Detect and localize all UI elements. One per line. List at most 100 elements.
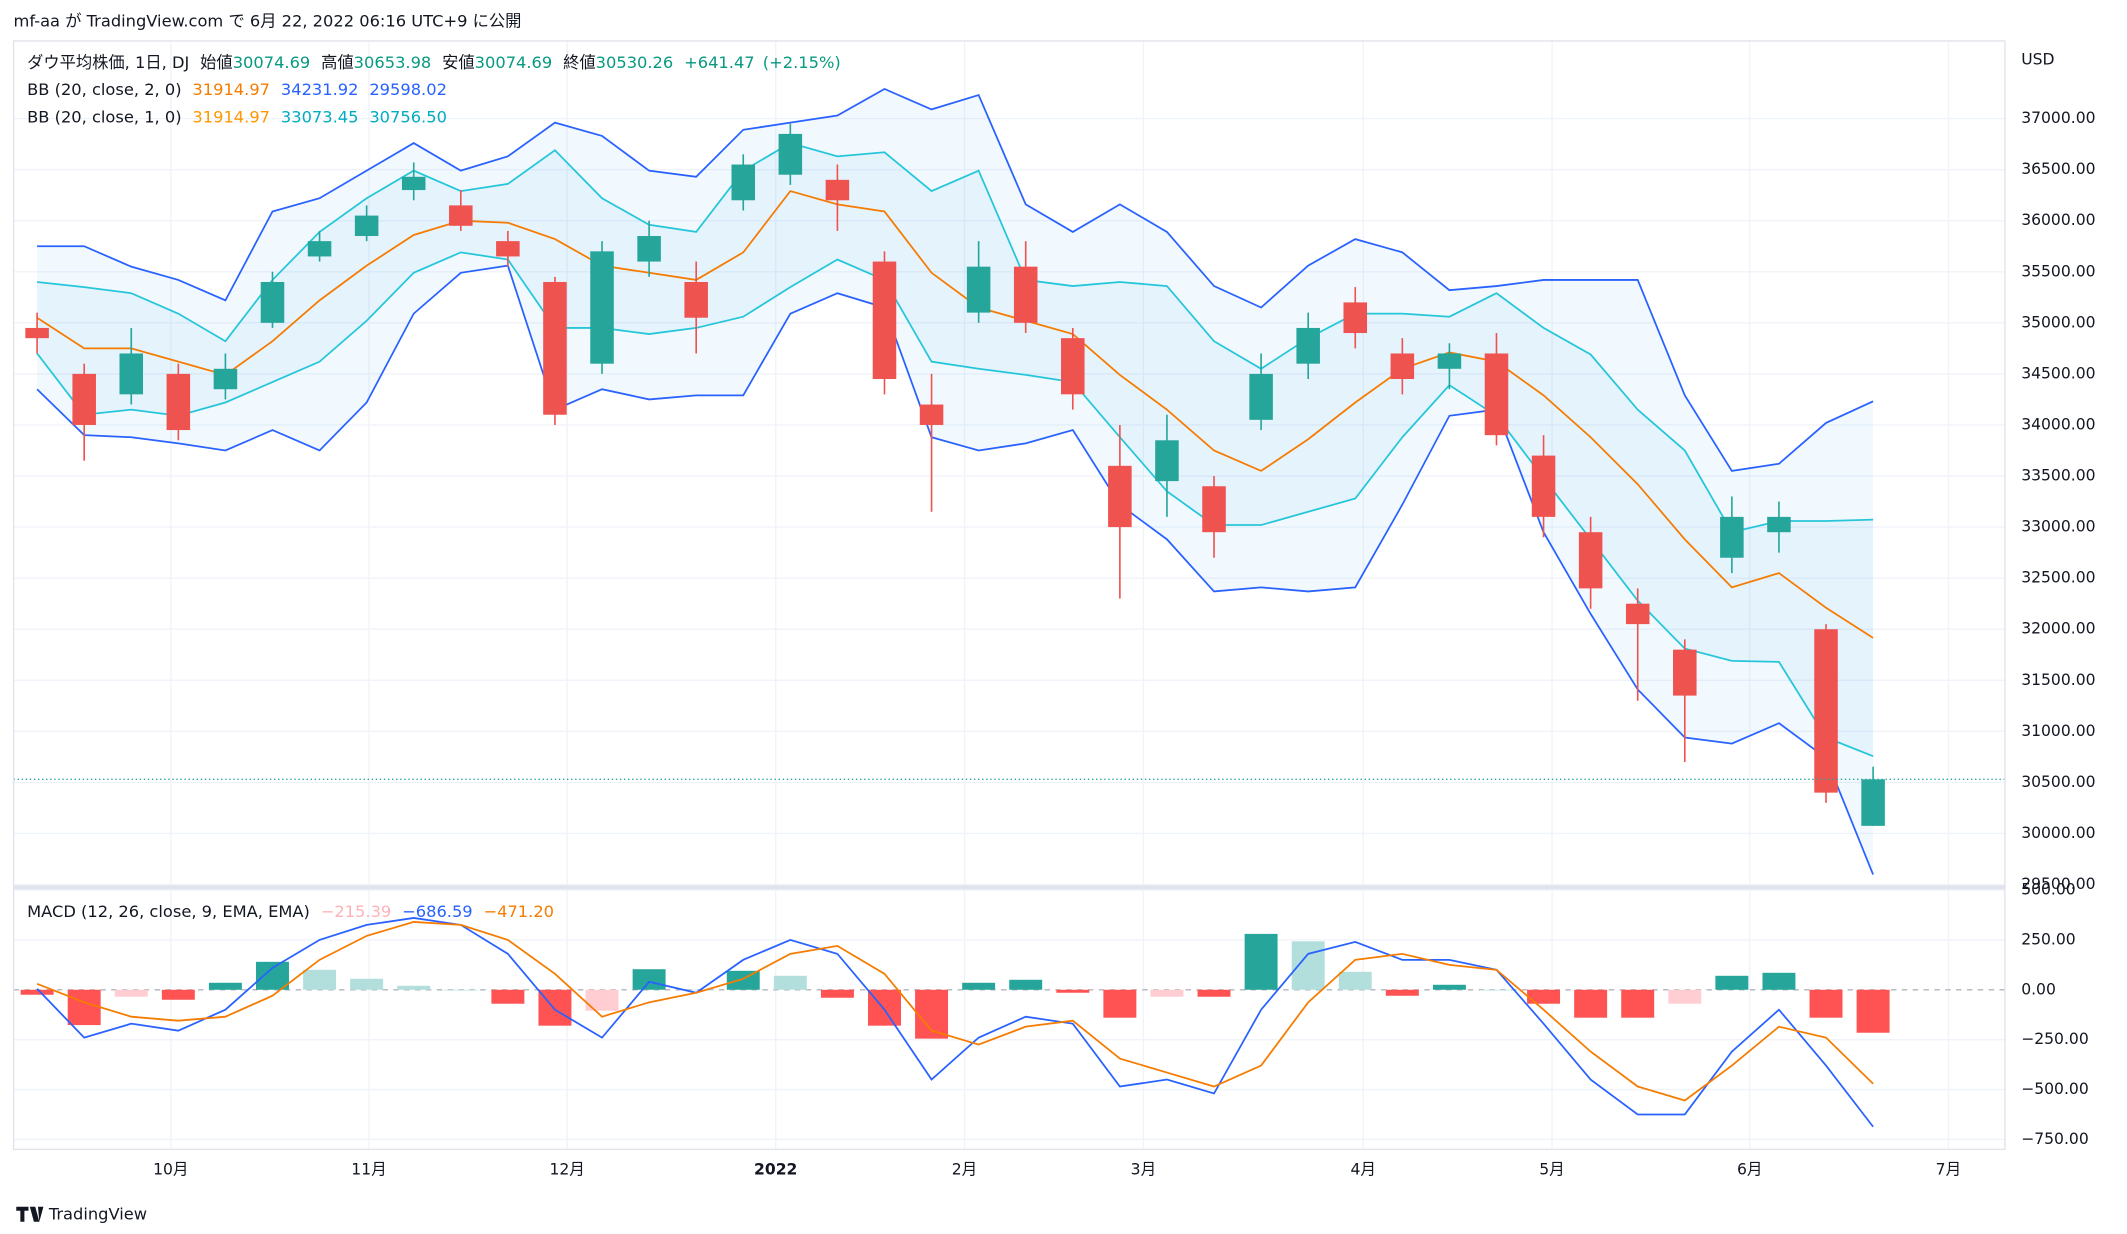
y-tick-label: −750.00 xyxy=(2021,1129,2089,1148)
histogram-bar xyxy=(726,970,760,990)
candle-body xyxy=(213,368,238,390)
candle-body xyxy=(1814,629,1838,793)
y-tick-label: 36500.00 xyxy=(2021,159,2095,178)
indicator-value: 29598.02 xyxy=(369,80,447,99)
candle-body xyxy=(684,281,708,318)
candle-body xyxy=(1484,353,1509,436)
y-tick-label: 500.00 xyxy=(2021,879,2076,898)
band-fill xyxy=(37,143,1874,757)
candle-body xyxy=(778,133,803,175)
currency: USD xyxy=(2021,50,2054,69)
y-tick-label: 36000.00 xyxy=(2021,210,2095,229)
candle-body xyxy=(1249,373,1273,420)
y-tick-label: 250.00 xyxy=(2021,929,2076,948)
histogram-bar xyxy=(67,989,101,1026)
pane-border xyxy=(12,40,2006,1151)
y-tick-label: 35000.00 xyxy=(2021,312,2095,331)
histogram-bar xyxy=(1291,941,1325,990)
band-fill xyxy=(37,88,1874,875)
histogram-bar xyxy=(256,961,289,990)
indicator-label: BB (20, close, 2, 0) xyxy=(27,80,181,99)
candle-body xyxy=(1061,338,1085,395)
x-tick-label: 10月 xyxy=(153,1159,188,1178)
histogram-bar xyxy=(350,978,384,990)
change: +641.47 xyxy=(684,52,755,71)
y-tick-label: 35500.00 xyxy=(2021,261,2095,280)
candle-body xyxy=(354,215,379,237)
indicator-value: 31914.97 xyxy=(192,107,270,126)
candle-body xyxy=(543,281,567,415)
candle-body xyxy=(1531,455,1556,517)
footer-logo: TradingView xyxy=(16,1204,147,1223)
x-tick-label: 2022 xyxy=(754,1159,797,1178)
y-tick-label: 37000.00 xyxy=(2021,108,2095,127)
candle-body xyxy=(1202,486,1226,533)
published-note: mf-aa が TradingView.com で 6月 22, 2022 06… xyxy=(14,11,522,30)
histogram-bar xyxy=(773,975,807,990)
candle-body xyxy=(72,373,96,425)
x-tick-label: 3月 xyxy=(1131,1159,1156,1178)
x-tick-label: 4月 xyxy=(1351,1159,1376,1178)
histogram-bar xyxy=(632,969,666,990)
open-label: 始値 xyxy=(200,52,233,71)
histogram-bar xyxy=(1574,989,1608,1018)
plot xyxy=(13,87,2005,1128)
bb-line xyxy=(36,264,1874,875)
candle-body xyxy=(166,373,191,431)
candle-body xyxy=(1155,440,1179,482)
price-legend: ダウ平均株価, 1日, DJ 始値30074.69 高値30653.98 安値3007… xyxy=(27,52,841,71)
symbol: ダウ平均株価, 1日, DJ xyxy=(27,52,189,71)
candle-body xyxy=(25,327,49,339)
histogram-bar xyxy=(1197,989,1231,997)
x-tick-label: 5月 xyxy=(1539,1159,1564,1178)
histogram-bar xyxy=(114,989,148,997)
macd-line xyxy=(36,917,1874,1128)
candle-body xyxy=(1673,649,1697,696)
histogram-bar xyxy=(161,989,195,1000)
indicator-legend: BB (20, close, 2, 0) 31914.97 34231.92 2959… xyxy=(27,80,447,99)
low-label: 安値 xyxy=(442,52,475,71)
histogram-bar xyxy=(1762,972,1796,990)
y-tick-label: 33500.00 xyxy=(2021,465,2095,484)
candle-body xyxy=(919,404,944,425)
histogram-bar xyxy=(1715,975,1749,990)
candle-body xyxy=(825,179,850,201)
grid xyxy=(13,40,2005,1150)
histogram-bar xyxy=(20,989,54,995)
candle-body xyxy=(1296,327,1320,364)
candle-body xyxy=(1390,353,1415,380)
indicator-value: 30756.50 xyxy=(369,107,447,126)
y-tick-label: 32500.00 xyxy=(2021,568,2095,587)
candle-body xyxy=(872,261,897,380)
histogram-bar xyxy=(1621,989,1655,1018)
brand: TradingView xyxy=(48,1204,147,1223)
candle-body xyxy=(1625,603,1650,625)
open-value: 30074.69 xyxy=(233,52,311,71)
candle-body xyxy=(119,353,144,395)
indicator-legend: BB (20, close, 1, 0) 31914.97 33073.45 3075… xyxy=(27,107,447,126)
candle-body xyxy=(1720,516,1744,558)
logo-mark xyxy=(16,1206,44,1222)
candle-body xyxy=(1343,302,1368,334)
candle-body xyxy=(1578,532,1603,589)
candle-body xyxy=(449,205,473,226)
indicator-value: 34231.92 xyxy=(281,80,359,99)
histogram-bar xyxy=(1668,989,1702,1004)
histogram-bar xyxy=(585,989,619,1011)
candle-body xyxy=(1861,779,1885,826)
indicator-value: −686.59 xyxy=(402,901,473,920)
histogram-bar xyxy=(303,969,337,990)
histogram-bar xyxy=(1527,989,1561,1004)
candle-body xyxy=(1767,516,1791,533)
histogram-bar xyxy=(1338,971,1372,990)
high-label: 高値 xyxy=(321,52,354,71)
candle-body xyxy=(966,266,991,313)
bb-line xyxy=(36,190,1874,639)
y-tick-label: −500.00 xyxy=(2021,1079,2089,1098)
indicator-value: −215.39 xyxy=(321,901,392,920)
histogram-bar xyxy=(1480,989,1513,991)
histogram-bar xyxy=(1432,984,1466,990)
y-tick-label: 30000.00 xyxy=(2021,823,2095,842)
